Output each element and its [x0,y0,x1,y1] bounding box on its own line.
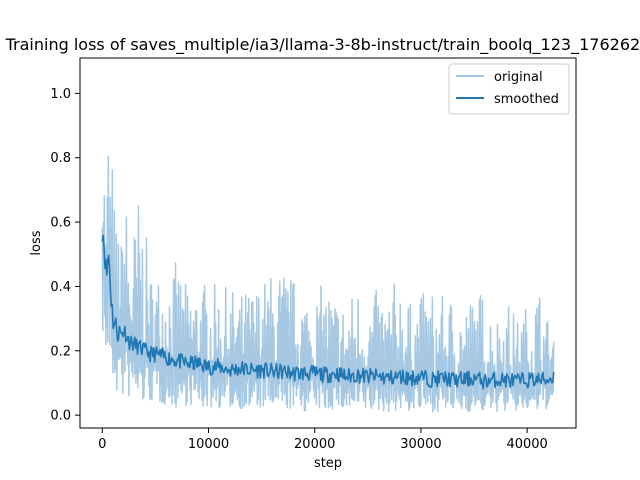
legend-label-original: original [494,70,543,85]
axes-frame [79,57,577,429]
y-axis-label: loss [29,230,44,255]
x-axis: 0 10000 20000 30000 40000 [98,428,548,452]
y-tick-label: 0.0 [50,409,71,424]
y-axis: 0.0 0.2 0.4 0.6 0.8 1.0 [50,87,80,424]
x-tick-label: 40000 [506,437,547,452]
x-axis-label: step [314,456,342,471]
data-layer [101,155,555,413]
x-tick-label: 20000 [294,437,335,452]
series-smoothed-line [101,234,555,390]
y-tick-label: 0.6 [50,216,71,231]
y-tick-label: 0.8 [50,151,71,166]
legend-label-smoothed: smoothed [494,92,559,107]
legend: original smoothed [448,63,570,115]
y-tick-label: 0.4 [50,280,71,295]
x-tick-label: 0 [98,437,106,452]
chart-title: Training loss of saves_multiple/ia3/llam… [5,35,640,55]
x-tick-label: 30000 [400,437,441,452]
y-tick-label: 1.0 [50,87,71,102]
series-original-line [101,155,555,413]
y-tick-label: 0.2 [50,344,71,359]
x-tick-label: 10000 [188,437,229,452]
